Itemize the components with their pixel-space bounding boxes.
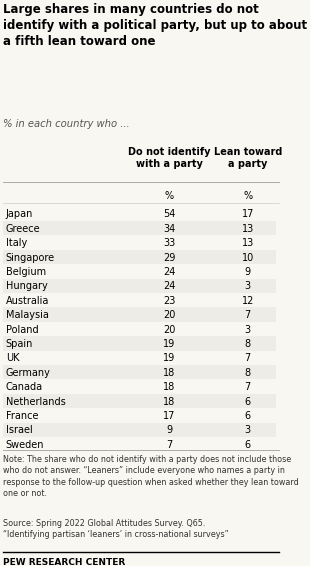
- FancyBboxPatch shape: [3, 278, 276, 293]
- Text: 3: 3: [245, 281, 251, 291]
- Text: Hungary: Hungary: [6, 281, 47, 291]
- Text: 19: 19: [163, 353, 175, 363]
- Text: France: France: [6, 411, 38, 421]
- Text: Do not identify
with a party: Do not identify with a party: [128, 147, 210, 169]
- Text: Spain: Spain: [6, 339, 33, 349]
- Text: 54: 54: [163, 209, 175, 220]
- Text: 13: 13: [242, 238, 254, 248]
- Text: Canada: Canada: [6, 382, 43, 392]
- Text: 7: 7: [166, 440, 172, 450]
- Text: 19: 19: [163, 339, 175, 349]
- Text: Lean toward
a party: Lean toward a party: [214, 147, 282, 169]
- FancyBboxPatch shape: [3, 365, 276, 379]
- FancyBboxPatch shape: [3, 221, 276, 235]
- Text: 29: 29: [163, 252, 175, 263]
- Text: Japan: Japan: [6, 209, 33, 220]
- Text: 17: 17: [163, 411, 175, 421]
- Text: Singapore: Singapore: [6, 252, 55, 263]
- Text: Poland: Poland: [6, 325, 38, 335]
- Text: 34: 34: [163, 224, 175, 234]
- Text: %: %: [243, 191, 252, 201]
- Text: 3: 3: [245, 325, 251, 335]
- Text: 8: 8: [245, 368, 251, 378]
- Text: 7: 7: [245, 353, 251, 363]
- Text: Large shares in many countries do not identify with a political party, but up to: Large shares in many countries do not id…: [3, 3, 307, 48]
- Text: 6: 6: [245, 397, 251, 406]
- Text: 7: 7: [245, 382, 251, 392]
- Text: Italy: Italy: [6, 238, 27, 248]
- Text: Note: The share who do not identify with a party does not include those who do n: Note: The share who do not identify with…: [3, 455, 299, 498]
- Text: Malaysia: Malaysia: [6, 310, 48, 320]
- Text: 13: 13: [242, 224, 254, 234]
- Text: PEW RESEARCH CENTER: PEW RESEARCH CENTER: [3, 558, 125, 566]
- Text: 8: 8: [245, 339, 251, 349]
- Text: % in each country who ...: % in each country who ...: [3, 119, 130, 129]
- Text: 10: 10: [242, 252, 254, 263]
- Text: Israel: Israel: [6, 426, 32, 435]
- Text: Belgium: Belgium: [6, 267, 46, 277]
- Text: 18: 18: [163, 368, 175, 378]
- Text: Australia: Australia: [6, 296, 49, 306]
- FancyBboxPatch shape: [3, 250, 276, 264]
- Text: 3: 3: [245, 426, 251, 435]
- Text: UK: UK: [6, 353, 19, 363]
- FancyBboxPatch shape: [3, 394, 276, 408]
- Text: 23: 23: [163, 296, 175, 306]
- Text: 9: 9: [245, 267, 251, 277]
- Text: 18: 18: [163, 382, 175, 392]
- Text: 7: 7: [245, 310, 251, 320]
- Text: 9: 9: [166, 426, 172, 435]
- Text: 20: 20: [163, 310, 175, 320]
- Text: 20: 20: [163, 325, 175, 335]
- Text: Netherlands: Netherlands: [6, 397, 65, 406]
- Text: Source: Spring 2022 Global Attitudes Survey. Q65.
“Identifying partisan ‘leaners: Source: Spring 2022 Global Attitudes Sur…: [3, 519, 228, 539]
- Text: 17: 17: [241, 209, 254, 220]
- FancyBboxPatch shape: [3, 336, 276, 351]
- Text: 6: 6: [245, 440, 251, 450]
- Text: 33: 33: [163, 238, 175, 248]
- Text: Sweden: Sweden: [6, 440, 44, 450]
- Text: Germany: Germany: [6, 368, 51, 378]
- Text: 18: 18: [163, 397, 175, 406]
- FancyBboxPatch shape: [3, 423, 276, 437]
- Text: 24: 24: [163, 267, 175, 277]
- Text: 6: 6: [245, 411, 251, 421]
- Text: Greece: Greece: [6, 224, 40, 234]
- FancyBboxPatch shape: [3, 307, 276, 322]
- Text: 12: 12: [241, 296, 254, 306]
- Text: 24: 24: [163, 281, 175, 291]
- Text: %: %: [164, 191, 174, 201]
